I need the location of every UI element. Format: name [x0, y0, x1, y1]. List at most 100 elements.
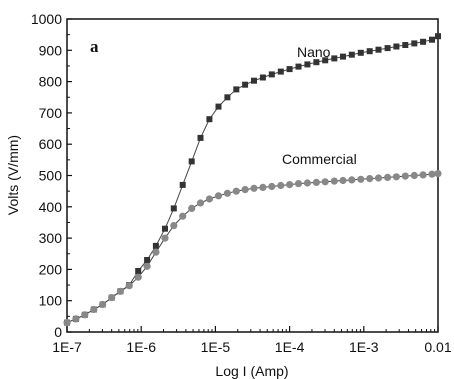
y-tick-label: 200 [39, 261, 63, 277]
data-point-commercial [72, 315, 80, 323]
data-point-commercial [250, 184, 258, 192]
x-tick-label: 1E-3 [349, 339, 379, 355]
series-line-commercial [66, 173, 439, 324]
data-point-commercial [330, 177, 338, 185]
plot-area [66, 18, 439, 333]
data-point-nano [313, 59, 320, 66]
data-point-commercial [232, 187, 240, 195]
data-point-commercial [277, 181, 285, 190]
x-tick-label: 0.01 [424, 339, 451, 355]
data-point-commercial [241, 186, 249, 194]
data-point-nano [152, 242, 159, 249]
data-point-commercial [410, 171, 418, 180]
data-point-commercial [434, 170, 442, 178]
data-point-commercial [134, 273, 142, 281]
data-point-nano [402, 42, 409, 48]
y-tick-label: 700 [39, 105, 63, 121]
data-point-commercial [259, 183, 267, 191]
x-tick-label: 1E-7 [52, 339, 82, 355]
data-point-nano [295, 63, 302, 70]
y-tick-label: 300 [39, 230, 63, 246]
data-point-nano [331, 55, 338, 62]
data-point-commercial [81, 311, 89, 319]
series-nano [64, 33, 441, 326]
data-point-commercial [179, 212, 187, 220]
x-axis: 1E-7 1E-6 1E-5 1E-4 1E-3 0.01 [52, 326, 452, 355]
x-axis-title: Log I (Amp) [215, 363, 288, 379]
data-point-nano [435, 33, 441, 40]
y-tick-label: 600 [39, 136, 63, 152]
data-point-commercial [125, 282, 133, 290]
data-point-nano [277, 68, 284, 75]
data-point-commercial [303, 179, 311, 187]
x-tick-label: 1E-6 [126, 339, 156, 355]
data-point-nano [268, 71, 275, 78]
panel-letter: a [90, 37, 99, 56]
data-point-commercial [419, 171, 427, 179]
data-point-commercial [339, 176, 347, 185]
data-point-nano [170, 205, 177, 212]
data-point-commercial [428, 170, 436, 178]
y-tick-label: 500 [39, 168, 63, 184]
data-point-commercial [116, 287, 124, 295]
data-point-nano [188, 158, 195, 165]
data-point-nano [197, 134, 204, 141]
data-point-commercial [321, 178, 329, 186]
x-tick-label: 1E-5 [201, 339, 231, 355]
data-point-nano [251, 77, 257, 84]
data-point-nano [259, 74, 266, 81]
y-tick-label: 800 [39, 74, 63, 90]
plot-frame [66, 18, 439, 333]
series-label-nano: Nano [297, 44, 331, 60]
data-point-commercial [152, 248, 160, 256]
data-point-commercial [205, 195, 213, 203]
data-point-nano [393, 43, 400, 50]
y-tick-label: 0 [54, 324, 62, 340]
data-point-nano [286, 66, 293, 73]
data-point-nano [162, 225, 168, 232]
data-point-commercial [366, 175, 374, 183]
data-point-commercial [348, 176, 356, 184]
data-point-commercial [143, 262, 151, 270]
data-point-nano [340, 53, 346, 60]
data-point-commercial [63, 319, 71, 327]
data-point-commercial [196, 199, 205, 207]
data-point-commercial [374, 174, 383, 182]
data-point-nano [357, 49, 364, 56]
data-point-nano [233, 86, 240, 93]
data-point-nano [322, 57, 329, 64]
data-point-nano [348, 51, 355, 58]
data-point-nano [144, 257, 151, 263]
data-point-commercial [90, 305, 98, 314]
data-point-commercial [268, 182, 276, 191]
data-point-nano [375, 46, 382, 53]
y-axis-title: Volts (V/mm) [5, 135, 21, 215]
data-point-commercial [312, 178, 320, 186]
data-point-nano [384, 45, 391, 52]
series-label-commercial: Commercial [282, 151, 357, 167]
data-point-commercial [223, 189, 231, 197]
data-point-nano [179, 181, 186, 188]
data-point-commercial [357, 175, 365, 183]
data-point-nano [429, 36, 435, 43]
data-point-nano [215, 103, 222, 110]
data-point-nano [304, 61, 311, 68]
series-commercial [63, 170, 442, 327]
data-point-nano [366, 48, 373, 55]
data-point-nano [224, 94, 231, 101]
y-tick-label: 100 [39, 293, 63, 309]
data-point-nano [420, 38, 427, 45]
data-point-commercial [214, 192, 223, 200]
data-point-commercial [392, 173, 400, 181]
data-point-commercial [161, 234, 169, 242]
data-point-nano [135, 268, 142, 274]
data-point-commercial [108, 294, 116, 302]
data-point-commercial [294, 180, 303, 188]
data-point-commercial [384, 173, 392, 181]
data-point-commercial [286, 181, 294, 189]
series-layer [63, 33, 442, 327]
y-tick-label: 400 [39, 199, 63, 215]
data-point-nano [411, 40, 418, 47]
data-point-commercial [170, 222, 178, 230]
